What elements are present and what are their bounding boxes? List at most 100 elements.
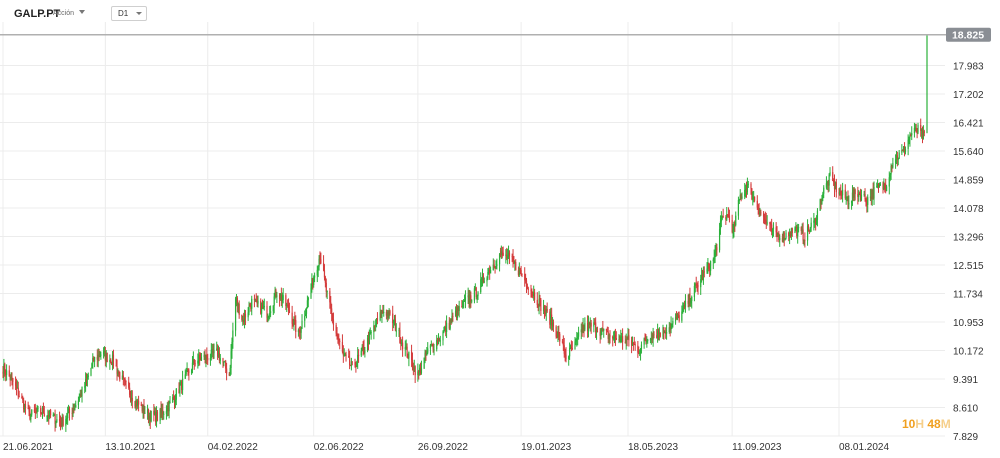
candle (350, 357, 353, 371)
candle (17, 381, 19, 400)
candle (269, 305, 272, 318)
candle (439, 335, 441, 347)
candle (360, 347, 362, 358)
y-tick-label: 8.610 (953, 404, 978, 415)
candle (859, 191, 861, 196)
candle (763, 213, 766, 225)
candle (67, 404, 70, 414)
candle (188, 368, 190, 381)
candle (115, 358, 117, 367)
candle (31, 409, 33, 417)
timeframe-select[interactable]: D1 (111, 6, 147, 21)
candle (618, 334, 620, 344)
candle (263, 298, 265, 311)
candle (256, 295, 258, 307)
candle (407, 353, 409, 359)
candle (596, 326, 599, 333)
candle (74, 403, 76, 411)
candle (488, 267, 490, 275)
candle (904, 146, 907, 155)
candle (652, 327, 654, 347)
candle (894, 154, 897, 169)
x-tick-label: 02.06.2022 (314, 442, 364, 453)
candle (851, 185, 854, 206)
candle (217, 345, 220, 358)
candle (520, 265, 522, 276)
candle (869, 188, 872, 202)
candle (408, 351, 410, 367)
candle (335, 322, 337, 337)
candle (474, 283, 476, 291)
candle (173, 395, 176, 410)
candle (247, 307, 249, 321)
candle (301, 314, 303, 330)
candle (784, 237, 786, 241)
y-tick-label: 16.421 (953, 118, 984, 129)
candle (462, 300, 464, 309)
candle (443, 326, 445, 334)
candle (726, 206, 728, 221)
candle (745, 184, 747, 198)
candle (907, 134, 909, 156)
candle (833, 178, 835, 186)
candle (561, 338, 564, 344)
symbol-name[interactable]: GALP.PT (14, 8, 61, 20)
candle (92, 353, 94, 369)
candle (613, 331, 615, 341)
candle (190, 368, 193, 375)
candle (765, 212, 767, 229)
candle (319, 251, 321, 265)
candle (367, 331, 370, 351)
candle (331, 313, 334, 324)
candle (167, 400, 169, 417)
candle (586, 315, 589, 338)
candle (781, 233, 784, 243)
candle-series (2, 34, 928, 432)
candle (282, 288, 284, 304)
candle (11, 372, 13, 386)
candle (144, 406, 146, 414)
candle (463, 299, 465, 309)
candle (577, 326, 580, 340)
candle (395, 323, 397, 337)
candle (595, 317, 597, 338)
candle (922, 125, 925, 140)
candle (495, 260, 497, 269)
candle (47, 409, 49, 422)
candle (401, 336, 404, 357)
candle (317, 265, 319, 278)
candle (689, 287, 691, 307)
candle (608, 333, 610, 345)
candle (469, 290, 471, 309)
candle (96, 349, 98, 367)
candle (557, 326, 559, 343)
candle (901, 144, 903, 156)
candle (129, 382, 131, 398)
symbol-dropdown-icon[interactable] (79, 10, 85, 14)
candle (3, 358, 5, 381)
candle (714, 244, 716, 264)
candle (809, 226, 811, 233)
candle (747, 180, 749, 188)
candle (142, 404, 144, 419)
chart-toolbar: GALP.PT Acción D1 (0, 0, 1000, 30)
candle (796, 224, 798, 239)
candle (890, 163, 892, 180)
candle (526, 283, 529, 290)
candle (103, 346, 106, 357)
candle (354, 358, 356, 368)
candle (582, 317, 584, 334)
candle (649, 337, 652, 344)
candle (404, 340, 406, 357)
candle (419, 364, 421, 376)
candle (323, 264, 326, 281)
candle (110, 358, 112, 364)
candle (760, 209, 762, 216)
candle (381, 309, 383, 323)
candle (203, 351, 205, 361)
candle (615, 331, 617, 341)
candle (197, 353, 199, 369)
candle (639, 349, 641, 357)
candle (337, 333, 339, 344)
